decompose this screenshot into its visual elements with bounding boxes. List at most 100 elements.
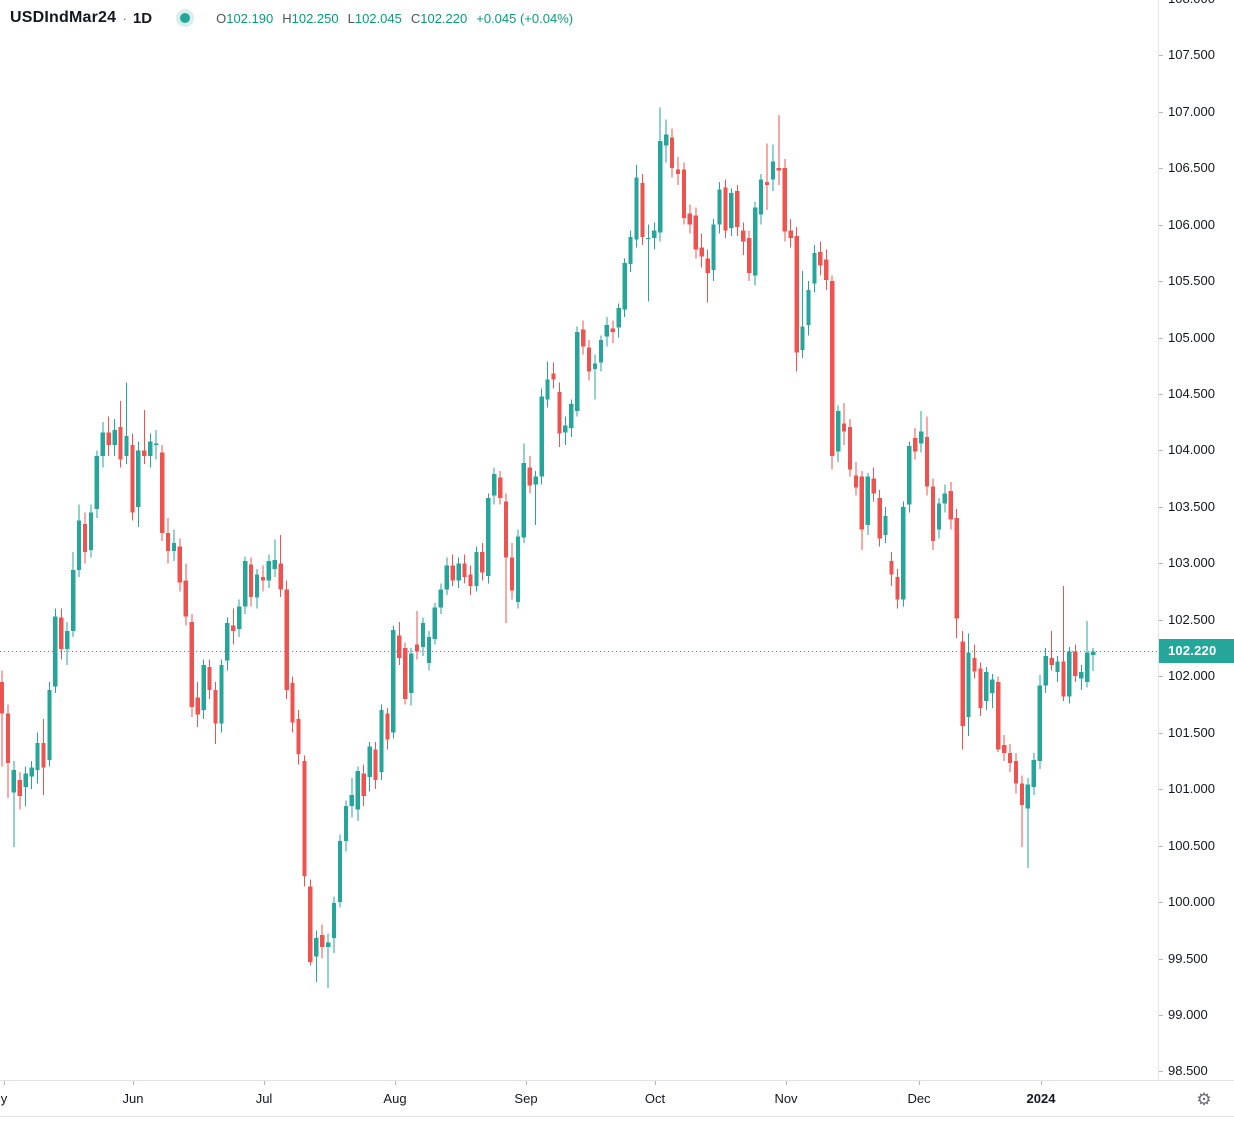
candle-body — [735, 190, 740, 227]
candle-body — [616, 308, 621, 328]
candle-body — [284, 589, 289, 690]
candle-body — [260, 576, 266, 581]
price-axis[interactable]: 102.220 108.000 107.500 107.000 106.500 106.… — [1158, 0, 1234, 1117]
candle-body — [758, 179, 764, 215]
candle-body — [266, 561, 271, 581]
candle-body — [480, 552, 485, 573]
price-tick — [1159, 959, 1163, 960]
time-axis[interactable]: ⚙ y Jun Jul Aug Sep Oct Nov Dec 2024 — [0, 1080, 1234, 1117]
candle-body — [717, 189, 722, 225]
candle-body — [1049, 658, 1054, 665]
axis-settings-gear-icon[interactable]: ⚙ — [1192, 1088, 1216, 1112]
time-label: y — [0, 1091, 8, 1106]
candle-body — [711, 224, 716, 270]
price-label: 108.000 — [1168, 0, 1215, 7]
candle-body — [782, 168, 787, 232]
time-label: Jun — [122, 1091, 144, 1106]
candle-body — [830, 281, 835, 457]
candle-body — [551, 373, 556, 380]
candle-body — [913, 438, 918, 452]
candle-body — [1037, 685, 1042, 761]
price-label: 98.500 — [1168, 1063, 1208, 1078]
time-label: Nov — [774, 1091, 798, 1106]
candle-body — [414, 644, 420, 652]
candle-body — [183, 580, 188, 617]
candle-body — [308, 886, 313, 962]
candle-body — [889, 561, 894, 575]
candle-body — [592, 363, 598, 370]
interval-label[interactable]: 1D — [132, 9, 153, 27]
candle-body — [675, 169, 681, 174]
candle-body — [753, 207, 758, 276]
candle-body — [59, 617, 64, 650]
candle-body — [853, 475, 859, 488]
candle-body — [930, 486, 936, 541]
candle-body — [1061, 661, 1066, 697]
candle-body — [978, 668, 983, 708]
candle-body — [859, 476, 864, 530]
candle-body — [349, 794, 354, 807]
candle-body — [545, 379, 550, 400]
candle-body — [1091, 651, 1096, 655]
candle-body — [800, 326, 805, 350]
candle-body — [314, 938, 319, 957]
candle-body — [213, 689, 218, 724]
candle-body — [841, 423, 847, 432]
candle-body — [237, 606, 242, 629]
candle-body — [432, 607, 437, 639]
candle-body — [136, 450, 141, 507]
candle-body — [403, 648, 408, 699]
candle-body — [302, 760, 307, 877]
candle-body — [154, 443, 159, 445]
time-tick — [1041, 1081, 1042, 1085]
chart-pane[interactable] — [0, 0, 1158, 1080]
open-value: O102.190 — [216, 10, 274, 26]
candle-body — [770, 161, 776, 180]
candle-body — [361, 773, 366, 796]
candle-body — [450, 565, 455, 581]
candle-body — [5, 713, 11, 764]
candle-body — [112, 430, 117, 445]
candle-body — [557, 391, 562, 434]
candle-body — [272, 560, 277, 569]
candle-body — [296, 719, 301, 755]
candle-body — [871, 478, 876, 494]
candle-body — [1055, 661, 1060, 672]
candle-body — [219, 665, 224, 724]
candle-body — [539, 396, 544, 477]
candle-body — [622, 263, 627, 310]
candle-body — [195, 697, 200, 715]
candle-body — [1002, 745, 1007, 753]
candle-body — [942, 493, 947, 504]
candle-body — [681, 169, 687, 218]
time-tick — [133, 1081, 134, 1085]
candle-body — [919, 431, 924, 444]
candle-body — [41, 742, 46, 768]
candle-body — [652, 230, 657, 239]
candle-body — [160, 452, 165, 533]
candle-body — [996, 681, 1001, 750]
candle-body — [82, 523, 88, 553]
candle-body — [397, 635, 402, 659]
candle-body — [254, 574, 260, 598]
candle-body — [515, 536, 521, 602]
candle-body — [326, 942, 331, 948]
candle-body — [391, 630, 396, 733]
candle-body — [628, 237, 633, 265]
symbol-name[interactable]: USDIndMar24 — [10, 9, 117, 26]
candle-body — [367, 746, 372, 777]
candlestick-chart[interactable] — [0, 0, 1158, 1080]
candle-body — [990, 679, 995, 694]
candle-body — [486, 497, 491, 576]
candle-body — [924, 436, 930, 487]
candle-body — [355, 771, 360, 810]
candle-body — [231, 625, 236, 632]
time-tick — [526, 1081, 527, 1085]
price-label: 101.500 — [1168, 725, 1215, 740]
price-tick — [1159, 789, 1163, 790]
price-label: 107.500 — [1168, 47, 1215, 62]
candle-body — [88, 512, 94, 550]
time-tick — [4, 1081, 5, 1085]
ohlc-values: O102.190 H102.250 L102.045 C102.220 +0.0… — [216, 11, 573, 26]
